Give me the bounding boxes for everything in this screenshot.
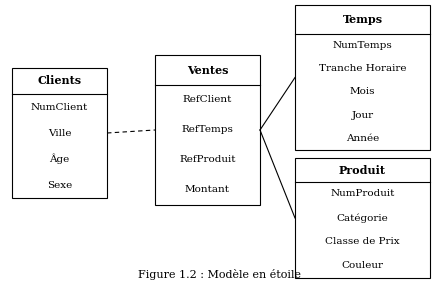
Text: Couleur: Couleur: [341, 261, 383, 271]
Text: Classe de Prix: Classe de Prix: [325, 237, 399, 247]
Bar: [294, 158, 429, 278]
Text: Produit: Produit: [338, 165, 385, 176]
Text: Année: Année: [345, 134, 378, 143]
Text: Temps: Temps: [342, 14, 381, 25]
Text: NumProduit: NumProduit: [329, 189, 394, 199]
Bar: [294, 5, 429, 150]
Text: Ventes: Ventes: [186, 65, 228, 75]
Text: Sexe: Sexe: [47, 181, 72, 189]
Text: Tranche Horaire: Tranche Horaire: [318, 64, 405, 73]
Text: NumTemps: NumTemps: [332, 41, 392, 50]
Bar: [12, 68, 107, 198]
Text: RefTemps: RefTemps: [181, 126, 233, 134]
Text: Clients: Clients: [37, 75, 81, 86]
Text: Figure 1.2 : Modèle en étoile: Figure 1.2 : Modèle en étoile: [138, 269, 300, 281]
Text: RefProduit: RefProduit: [179, 155, 235, 165]
Text: RefClient: RefClient: [182, 96, 232, 104]
Text: Catégorie: Catégorie: [336, 213, 388, 223]
Text: Âge: Âge: [49, 154, 70, 164]
Bar: [155, 55, 259, 205]
Text: Ville: Ville: [48, 128, 71, 138]
Text: NumClient: NumClient: [31, 102, 88, 112]
Text: Mois: Mois: [349, 88, 374, 96]
Text: Montant: Montant: [184, 186, 230, 194]
Text: Jour: Jour: [351, 111, 373, 120]
